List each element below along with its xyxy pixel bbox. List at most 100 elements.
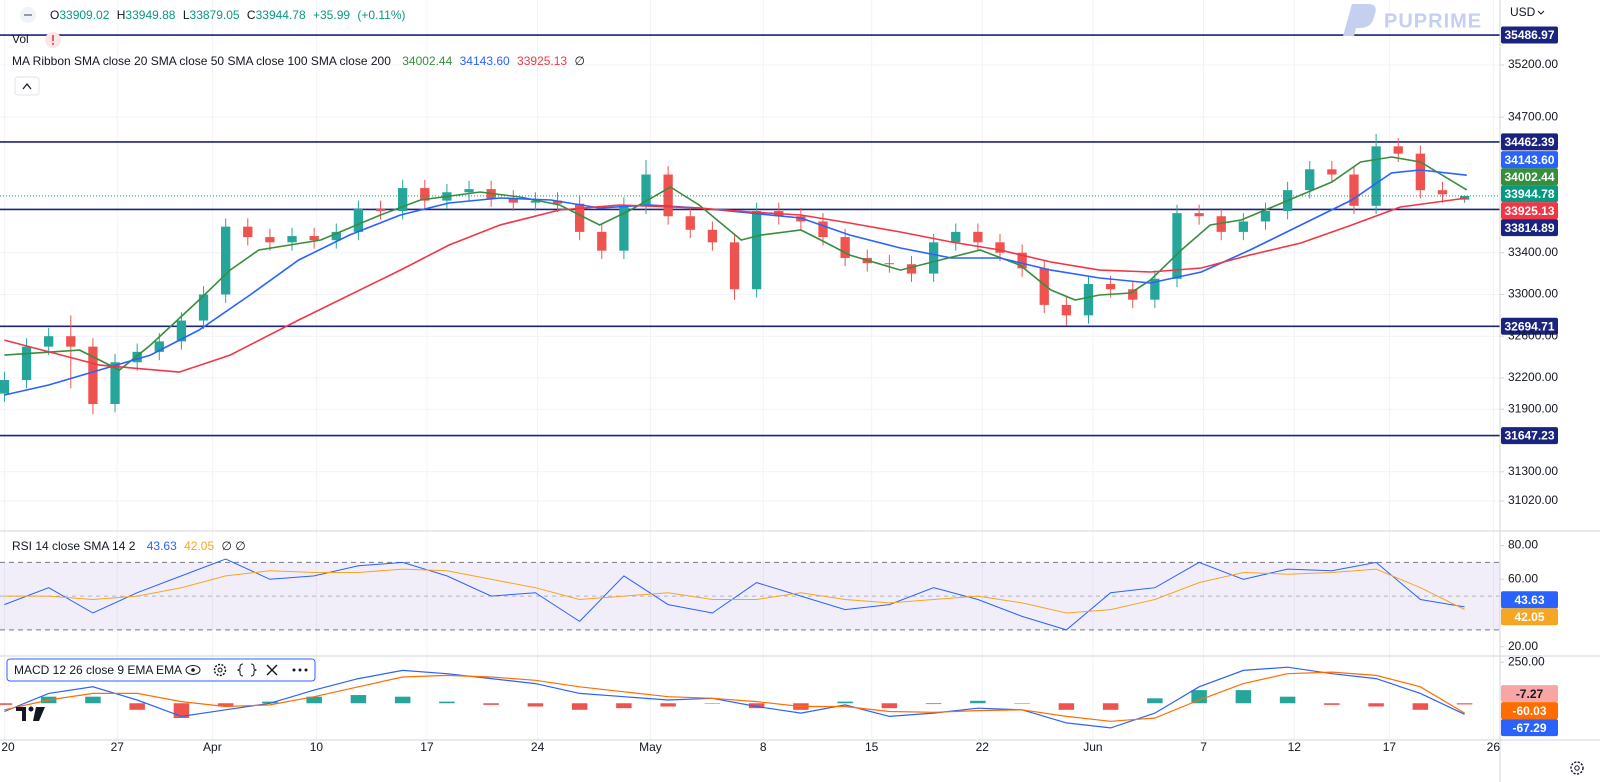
x-tick-label: Apr (203, 740, 222, 754)
price-tag (1501, 702, 1558, 720)
ma-legend-title: MA Ribbon SMA close 20 SMA close 50 SMA … (12, 54, 391, 68)
change: +35.99 (313, 8, 350, 22)
indicator-line (4, 197, 1467, 373)
candle-body (552, 200, 563, 204)
histogram-bar (1235, 690, 1252, 704)
candle-body (973, 231, 983, 243)
ohlc-label: O (50, 8, 59, 22)
candle-body (796, 216, 806, 222)
candle-body (88, 346, 98, 404)
collapse-button[interactable] (14, 76, 40, 96)
more-icon (304, 668, 308, 672)
ohlc-value: 33879.05 (190, 8, 240, 22)
candle-body (154, 341, 164, 352)
currency-label[interactable]: USD (1510, 5, 1536, 19)
price-tag (1501, 427, 1558, 445)
macd-legend-title: MACD 12 26 close 9 EMA EMA (14, 663, 182, 677)
histogram-bar (527, 703, 544, 707)
candle-body (951, 231, 961, 243)
y-tick-label: 33000.00 (1508, 287, 1558, 301)
x-tick-label: 17 (420, 740, 434, 754)
candle-body (818, 221, 828, 238)
candle-body (597, 231, 607, 251)
candle-body (198, 294, 209, 321)
collapse-icon (22, 83, 32, 90)
more-icon (298, 668, 302, 672)
y-tick-label: 32600.00 (1508, 328, 1558, 342)
remove-icon[interactable] (266, 664, 278, 676)
candle-body (375, 208, 386, 212)
ma-legend-suffix: ∅ (574, 54, 584, 68)
indicator-line (4, 558, 1465, 631)
candle-body (707, 229, 718, 243)
histogram-bar (837, 701, 853, 704)
chart-settings-icon[interactable] (1570, 761, 1584, 775)
indicator-line (4, 671, 1465, 722)
histogram-bar (616, 703, 632, 709)
price-tag (1501, 185, 1558, 203)
histogram-bar (394, 696, 411, 704)
x-tick-label: 24 (531, 740, 545, 754)
candle-body (884, 263, 895, 265)
ohlc-label: L (183, 8, 190, 22)
more-icon[interactable] (292, 668, 296, 672)
candle-body (110, 362, 120, 404)
x-tick-label: 26 (1487, 740, 1501, 754)
settings-icon-core (217, 667, 223, 673)
candle-body (685, 216, 695, 230)
settings-icon[interactable] (213, 663, 227, 677)
rsi-legend-value: 43.63 (147, 539, 177, 553)
candle-body (66, 336, 76, 347)
price-tag-label: 33814.89 (1504, 221, 1554, 235)
ohlc-label: C (247, 8, 256, 22)
histogram-bar (1014, 703, 1030, 704)
x-tick-label: 7 (1200, 740, 1207, 754)
eye-icon-pupil (191, 668, 195, 672)
price-tag-label: 33925.13 (1504, 204, 1554, 218)
indicator-line (4, 666, 1465, 729)
candle-body (995, 242, 1005, 253)
histogram-bar (1102, 703, 1119, 710)
candle-body (1260, 211, 1271, 222)
y-tick-label: 32200.00 (1508, 370, 1558, 384)
price-tag (1501, 317, 1558, 335)
ohlc-header: O33909.02 H33949.88 L33879.05 C33944.78 … (50, 8, 406, 22)
x-tick-label: 10 (310, 740, 324, 754)
candle-body (1415, 153, 1425, 191)
candle-body (0, 380, 10, 394)
candle-body (243, 226, 253, 238)
candle-body (398, 188, 408, 212)
y-tick-label: 80.00 (1508, 538, 1538, 552)
plot-layer: 35486.97 34462.39 33814.89 32694.71 31647.23… (0, 0, 1558, 754)
x-tick-label: May (639, 740, 662, 754)
volume-label: Vol (12, 32, 29, 46)
candle-body (641, 174, 651, 206)
histogram-bar (748, 703, 765, 709)
ma-legend-value: 34143.60 (460, 54, 510, 68)
source-icon[interactable] (236, 663, 258, 677)
price-tag (1501, 168, 1558, 186)
macd-legend-box[interactable] (6, 658, 316, 682)
candle-body (1194, 213, 1204, 217)
indicator-line (4, 156, 1468, 371)
candle-body (1017, 252, 1027, 269)
price-tag-label: 35486.97 (1504, 28, 1554, 42)
eye-icon[interactable] (185, 665, 201, 675)
y-tick-label: 31900.00 (1508, 401, 1558, 415)
price-tag-label: 32694.71 (1504, 319, 1554, 333)
price-tag-label: 33944.78 (1504, 187, 1554, 201)
x-tick-label: 17 (1383, 740, 1397, 754)
ohlc-value: 33949.88 (125, 8, 175, 22)
histogram-bar (925, 703, 942, 705)
candle-body (265, 237, 275, 243)
candle-body (353, 208, 364, 232)
candle-body (1128, 289, 1138, 300)
price-tag-label: 34462.39 (1504, 135, 1554, 149)
logo-text: PUPRIME (1384, 10, 1482, 32)
candle-body (663, 174, 673, 217)
x-tick-label: Jun (1083, 740, 1102, 754)
y-tick-label: 35200.00 (1508, 57, 1558, 71)
x-tick-label: 15 (865, 740, 879, 754)
currency-dropdown-icon (1537, 10, 1545, 15)
